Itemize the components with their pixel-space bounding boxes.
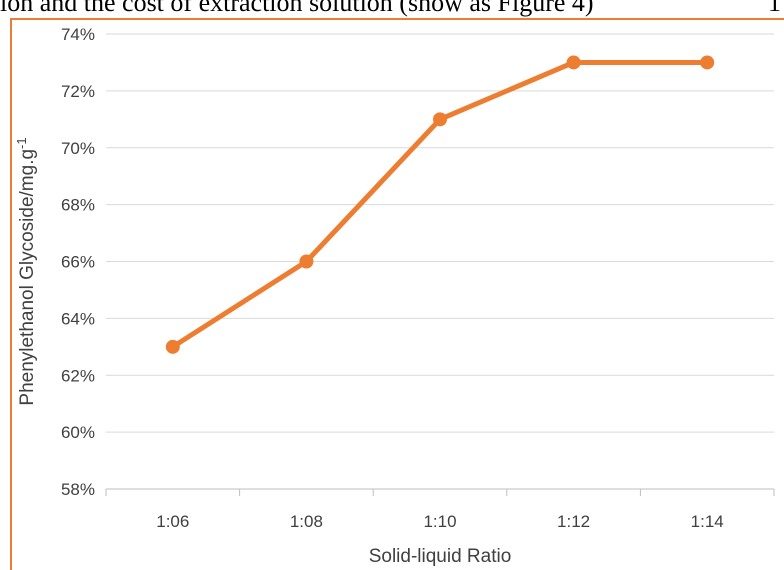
y-tick-label: 74%: [61, 25, 95, 44]
y-tick-label: 60%: [61, 423, 95, 442]
x-tick-label: 1:14: [691, 512, 724, 531]
x-tick-label: 1:10: [423, 512, 456, 531]
y-axis-title-text: Phenylethanol Glycoside/mg.g: [17, 149, 38, 406]
y-tick-label: 72%: [61, 82, 95, 101]
x-axis-title: Solid-liquid Ratio: [369, 546, 512, 567]
series-group: [165, 55, 715, 354]
y-tick-label: 70%: [61, 139, 95, 158]
data-point: [700, 55, 715, 70]
caption-text: ion and the cost of extraction solution …: [0, 0, 594, 17]
x-tick-label: 1:06: [156, 512, 189, 531]
y-tick-label: 64%: [61, 309, 95, 328]
y-axis-title-superscript: -1: [14, 137, 29, 149]
y-tick-label: 62%: [61, 366, 95, 385]
chart-frame: [10, 18, 784, 570]
y-tick-label: 58%: [61, 480, 95, 499]
x-tick-label: 1:08: [290, 512, 323, 531]
figure-caption: ion and the cost of extraction solution …: [0, 0, 784, 22]
data-point: [165, 339, 180, 354]
y-axis-ticks: 58% 60% 62% 64% 66% 68% 70% 72% 74%: [61, 25, 95, 499]
x-axis-ticks: 1:06 1:08 1:10 1:12 1:14: [156, 512, 723, 531]
data-point: [566, 55, 581, 70]
data-point: [433, 112, 447, 127]
page-number: 1: [768, 0, 781, 17]
x-tick-label: 1:12: [557, 512, 590, 531]
gridlines: [106, 33, 774, 433]
data-point: [299, 254, 314, 269]
y-tick-label: 66%: [61, 253, 95, 272]
y-axis-title: Phenylethanol Glycoside/mg.g-1: [14, 137, 39, 405]
y-tick-label: 68%: [61, 196, 95, 215]
x-axis: [105, 488, 775, 496]
